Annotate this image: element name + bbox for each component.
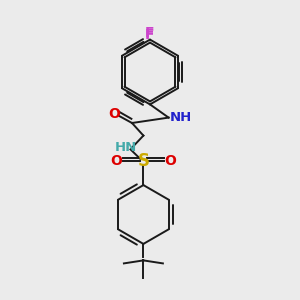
Text: F: F bbox=[145, 26, 155, 40]
Text: F: F bbox=[145, 28, 155, 42]
Text: S: S bbox=[137, 152, 149, 170]
Text: HN: HN bbox=[115, 141, 137, 154]
Text: NH: NH bbox=[170, 111, 192, 124]
Text: O: O bbox=[164, 154, 176, 168]
Text: O: O bbox=[108, 107, 120, 121]
Text: O: O bbox=[110, 154, 122, 168]
